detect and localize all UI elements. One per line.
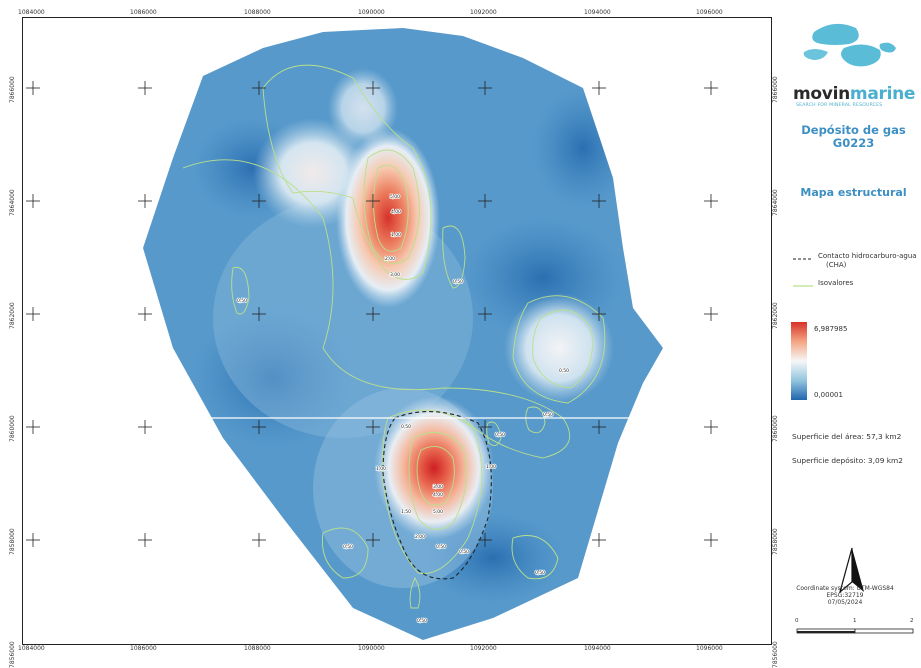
area-deposit-text: Superficie depósito: 3,09 km2 bbox=[792, 456, 903, 465]
area-total-text: Superficie del área: 57,3 km2 bbox=[792, 432, 902, 441]
x-tick-label-bottom: 1094000 bbox=[584, 645, 611, 652]
x-tick-label-bottom: 1092000 bbox=[470, 645, 497, 652]
north-arrow-icon bbox=[838, 547, 864, 594]
legend-contact-abbrev: (CHA) bbox=[826, 261, 847, 269]
logo-icon bbox=[803, 23, 896, 67]
x-tick-label-top: 1088000 bbox=[244, 9, 271, 16]
legend-isovalue-symbol bbox=[793, 285, 813, 287]
contour-label: 4,00 bbox=[391, 209, 401, 215]
x-tick-label-bottom: 1086000 bbox=[130, 645, 157, 652]
contour-label: 3,00 bbox=[433, 484, 443, 490]
map-title-line2: G0223 bbox=[832, 136, 875, 150]
x-tick-label-top: 1094000 bbox=[584, 9, 611, 16]
contour-label: 0,50 bbox=[417, 618, 427, 624]
map-title-line1: Depósito de gas bbox=[801, 123, 906, 137]
contour-label: 0,50 bbox=[453, 279, 463, 285]
contour-label: 0,50 bbox=[559, 368, 569, 374]
logo-tagline: SEARCH FOR MINERAL RESOURCES bbox=[796, 103, 883, 108]
scale-label-1: 1 bbox=[853, 618, 857, 624]
y-tick-label-left: 7856000 bbox=[9, 641, 16, 668]
contour-label: 0,50 bbox=[343, 544, 353, 550]
contour-label: 0,50 bbox=[543, 412, 553, 418]
map-frame[interactable]: 1,00 2,00 3,00 4,00 5,00 0,50 0,50 0,50 0,50 0,50… bbox=[22, 17, 772, 645]
contour-label: 0,50 bbox=[459, 549, 469, 555]
coord-epsg-text: EPSG:32719 bbox=[826, 592, 864, 599]
y-tick-label-left: 7858000 bbox=[9, 528, 16, 555]
contour-label: 5,00 bbox=[433, 509, 443, 515]
contour-label: 0,50 bbox=[495, 432, 505, 438]
coord-date-text: 07/05/2024 bbox=[827, 599, 863, 606]
scale-label-0: 0 bbox=[795, 618, 799, 624]
x-tick-label-top: 1092000 bbox=[470, 9, 497, 16]
contour-label: 1,00 bbox=[486, 464, 496, 470]
legend-colorbar-min: 0,00001 bbox=[814, 391, 843, 399]
y-tick-label-left: 7860000 bbox=[9, 415, 16, 442]
map-canvas[interactable]: 1,00 2,00 3,00 4,00 5,00 0,50 0,50 0,50 0,50 0,50… bbox=[23, 18, 771, 644]
legend-colorbar bbox=[791, 322, 807, 400]
map-subtitle: Mapa estructural bbox=[800, 186, 907, 199]
legend-colorbar-max: 6,987985 bbox=[814, 325, 848, 333]
x-tick-label-bottom: 1088000 bbox=[244, 645, 271, 652]
isovalue-contours bbox=[182, 64, 606, 609]
contour-label: 1,00 bbox=[376, 466, 386, 472]
x-tick-label-top: 1090000 bbox=[358, 9, 385, 16]
gas-water-contact-line bbox=[382, 411, 492, 580]
contour-label: 0,50 bbox=[436, 544, 446, 550]
x-tick-label-bottom: 1090000 bbox=[358, 645, 385, 652]
interpolated-surface bbox=[143, 28, 663, 640]
legend-isovalues-label: Isovalores bbox=[818, 279, 854, 287]
grid-crosses bbox=[26, 81, 718, 547]
x-tick-label-top: 1086000 bbox=[130, 9, 157, 16]
contour-label: 0,50 bbox=[401, 424, 411, 430]
x-tick-label-top: 1084000 bbox=[18, 9, 45, 16]
contour-label: 2,00 bbox=[415, 534, 425, 540]
x-tick-label-bottom: 1084000 bbox=[18, 645, 45, 652]
contour-label: 2,00 bbox=[385, 256, 395, 262]
contour-label: 5,00 bbox=[390, 194, 400, 200]
contour-label: 0,50 bbox=[237, 298, 247, 304]
logo-wordmark: movinmarine bbox=[793, 84, 915, 104]
contour-label: 1,00 bbox=[391, 232, 401, 238]
contour-label: 0,50 bbox=[535, 570, 545, 576]
x-tick-label-top: 1096000 bbox=[696, 9, 723, 16]
y-tick-label-left: 7866000 bbox=[9, 76, 16, 103]
legend-contact-label: Contacto hidrocarburo-agua bbox=[818, 252, 917, 260]
map-sidebar bbox=[776, 0, 921, 667]
contour-label: 4,00 bbox=[433, 492, 443, 498]
contour-label: 1,50 bbox=[401, 509, 411, 515]
y-tick-label-left: 7864000 bbox=[9, 189, 16, 216]
scale-bar bbox=[796, 628, 914, 634]
contour-labels: 1,00 2,00 3,00 4,00 5,00 0,50 0,50 0,50 0,50 0,50… bbox=[236, 193, 570, 625]
legend-contact-symbol bbox=[793, 258, 813, 260]
logo-name-part2: marine bbox=[849, 84, 916, 104]
logo-name-part1: movin bbox=[793, 84, 850, 104]
contour-label: 3,00 bbox=[390, 272, 400, 278]
scale-label-2: 2 bbox=[910, 618, 914, 624]
y-tick-label-left: 7862000 bbox=[9, 302, 16, 329]
coord-system-text: Coordinate system: UTM-WGS84 bbox=[796, 585, 894, 592]
x-tick-label-bottom: 1096000 bbox=[696, 645, 723, 652]
